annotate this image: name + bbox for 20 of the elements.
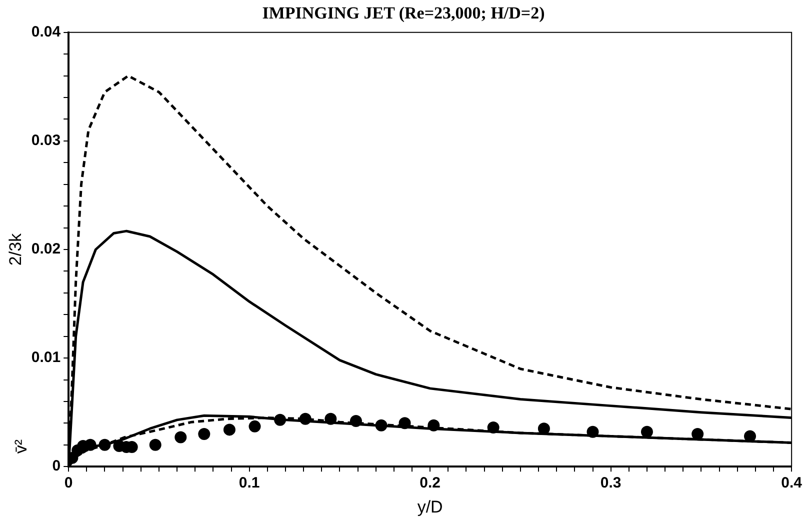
y-tick-label: 0	[52, 458, 61, 475]
point	[149, 438, 162, 451]
x-axis-title: y/D	[417, 497, 443, 516]
x-tick-label: 0	[64, 474, 73, 492]
x-tick-label: 0.2	[420, 474, 441, 492]
text: v̄²	[12, 439, 31, 454]
chart-title: IMPINGING JET (Re=23,000; H/D=2)	[262, 4, 545, 23]
x-tick-label: 0.1	[238, 474, 260, 492]
x-tick-label: 0.4	[781, 474, 803, 492]
y-axis-title: 2/3k	[6, 232, 25, 266]
point	[248, 420, 261, 432]
y-tick-label: 0.03	[31, 132, 61, 150]
point	[640, 426, 653, 438]
y-tick-label: 0.04	[31, 24, 62, 41]
point	[223, 424, 236, 436]
y-tick-label: 0.01	[31, 349, 61, 366]
y-tick-label: 0.02	[31, 240, 61, 258]
point	[198, 428, 210, 440]
point	[174, 431, 187, 444]
x-tick-label: 0.3	[600, 474, 622, 492]
